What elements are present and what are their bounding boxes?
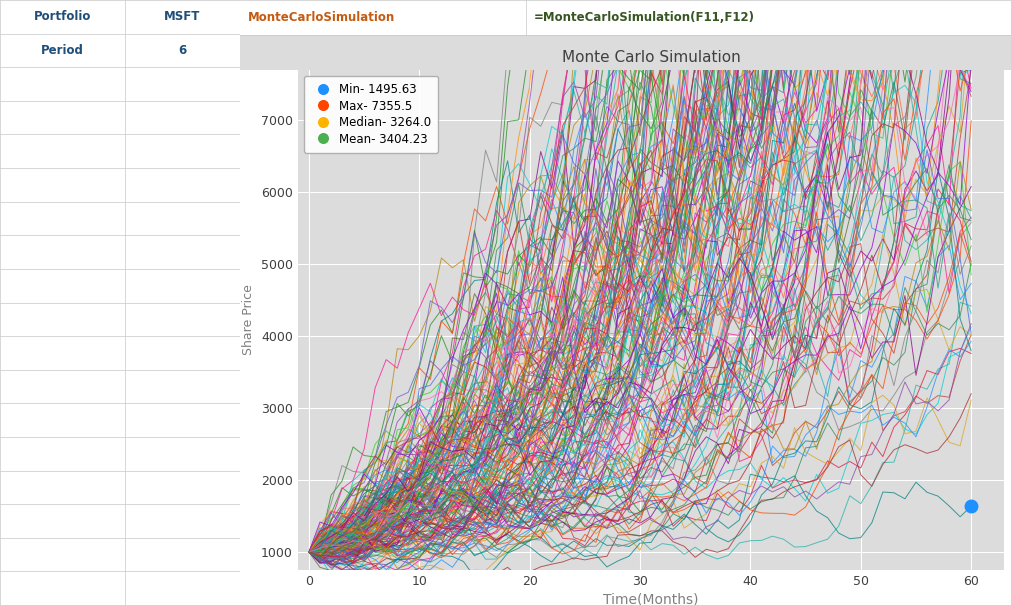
Text: 6: 6 [178, 44, 186, 57]
Text: Portfolio: Portfolio [33, 10, 91, 24]
Y-axis label: Share Price: Share Price [243, 284, 255, 356]
Text: MSFT: MSFT [164, 10, 200, 24]
Text: =MonteCarloSimulation(F11,F12): =MonteCarloSimulation(F11,F12) [533, 11, 753, 24]
X-axis label: Time(Months): Time(Months) [603, 592, 699, 605]
Text: MonteCarloSimulation: MonteCarloSimulation [248, 11, 394, 24]
Title: Monte Carlo Simulation: Monte Carlo Simulation [561, 50, 740, 65]
Legend: Min- 1495.63, Max- 7355.5, Median- 3264.0, Mean- 3404.23: Min- 1495.63, Max- 7355.5, Median- 3264.… [303, 76, 438, 152]
Text: Period: Period [40, 44, 84, 57]
Bar [240, 35, 1011, 70]
